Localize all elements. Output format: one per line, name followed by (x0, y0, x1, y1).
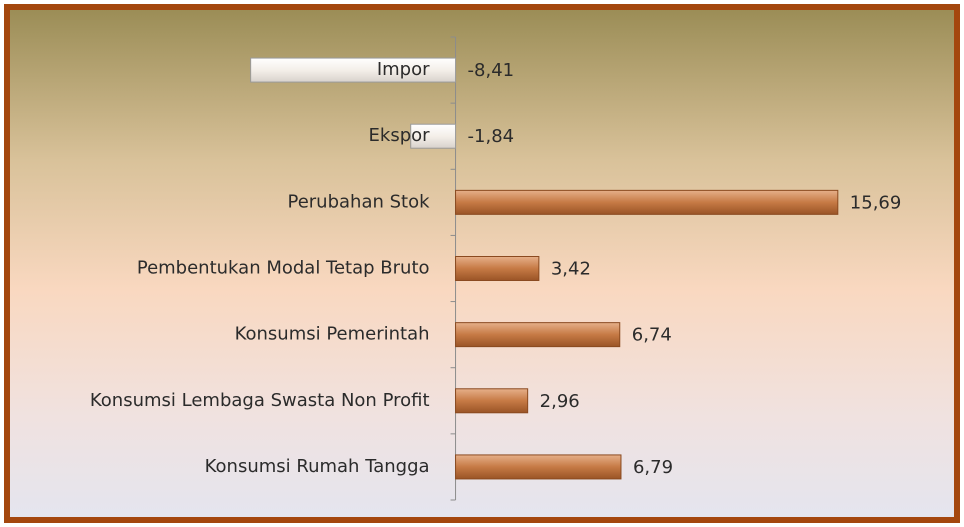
value-label: 6,74 (632, 325, 672, 346)
value-label: -8,41 (468, 60, 515, 81)
bar (455, 454, 622, 480)
category-label: Konsumsi Rumah Tangga (205, 456, 430, 477)
value-label: 2,96 (540, 391, 580, 412)
value-label: -1,84 (468, 126, 515, 147)
category-label: Ekspor (369, 125, 431, 146)
value-label: 6,79 (633, 457, 673, 478)
category-label: Pembentukan Modal Tetap Bruto (137, 258, 430, 279)
bar (250, 57, 457, 83)
value-label: 15,69 (850, 192, 902, 213)
category-label: Perubahan Stok (287, 191, 430, 212)
bar (455, 189, 839, 215)
category-label: Impor (377, 59, 430, 80)
bar (455, 256, 540, 281)
bar (455, 322, 621, 348)
plot-area: Impor -8,41 Ekspor -1,84 Perubahan Stok 15,69… (90, 36, 902, 501)
category-label: Konsumsi Lembaga Swasta Non Profit (90, 390, 430, 411)
bar (410, 123, 457, 149)
bar (455, 388, 529, 414)
category-label: Konsumsi Pemerintah (235, 324, 430, 345)
value-label: 3,42 (551, 259, 591, 280)
